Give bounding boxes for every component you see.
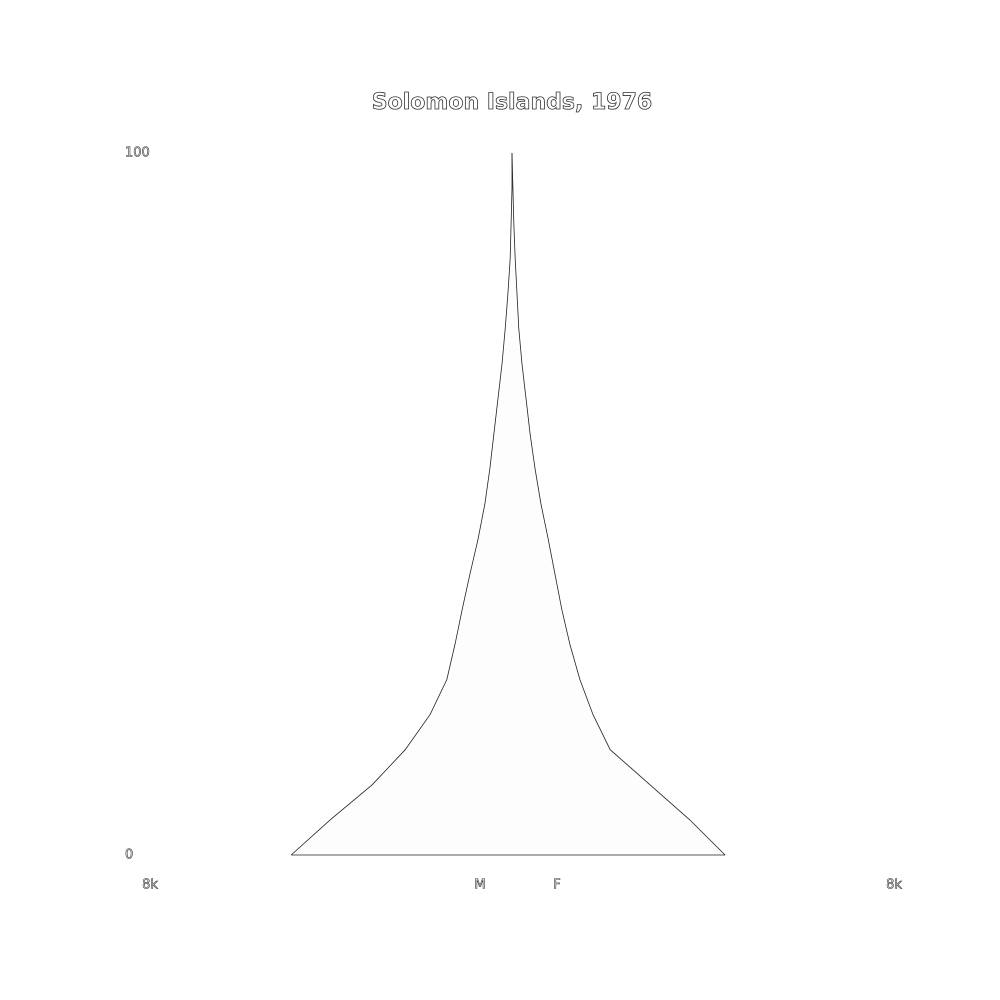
legend-label: M [474, 878, 485, 893]
pyramid-fill [291, 153, 726, 855]
chart-title: Solomon Islands, 1976 [372, 90, 652, 115]
y-tick-label: 0 [125, 848, 133, 863]
y-tick-label: 100 [125, 146, 150, 161]
legend-label: F [553, 878, 560, 893]
x-tick-label: 8k [886, 878, 902, 893]
x-tick-label: 8k [142, 878, 158, 893]
series-outline [511, 152, 726, 856]
series-outline [290, 153, 513, 856]
